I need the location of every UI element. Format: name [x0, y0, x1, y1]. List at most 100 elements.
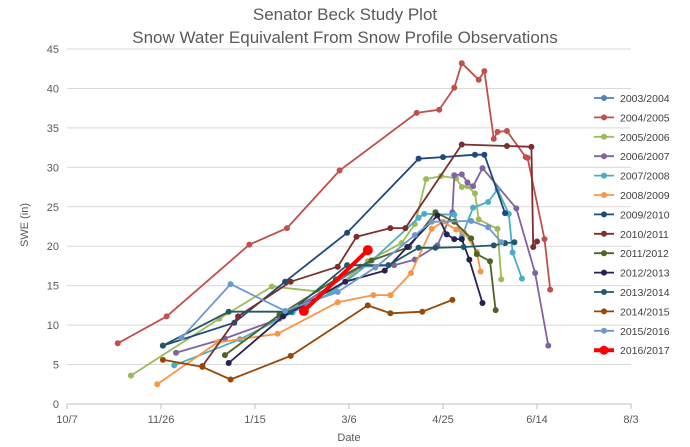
data-point	[530, 244, 537, 251]
data-point	[458, 171, 465, 178]
data-point	[227, 376, 234, 383]
legend-item: 2012/2013	[594, 268, 670, 280]
data-point	[421, 210, 428, 217]
data-point	[372, 264, 379, 271]
data-point	[524, 154, 531, 161]
axes: 0 5 10 15 20 25 30 35 40 45 10/7 11/26 1/15 3/6 4/25 6/…	[47, 44, 639, 426]
legend-item: 2016/2017	[594, 345, 670, 357]
data-point	[468, 235, 475, 242]
data-point	[370, 292, 377, 299]
data-point	[282, 307, 289, 314]
y-axis-title: SWE (in)	[19, 203, 31, 247]
series-2014-2015	[159, 296, 456, 383]
series-2009-2010	[159, 151, 509, 349]
data-point	[423, 176, 430, 183]
x-tick-label: 11/26	[148, 414, 175, 426]
series-2013-2014	[159, 239, 518, 349]
legend-item: 2015/2016	[594, 326, 670, 338]
data-point	[287, 278, 294, 285]
chart-subtitle: Snow Water Equivalent From Snow Profile …	[132, 28, 558, 47]
data-point	[485, 224, 492, 231]
data-point	[547, 286, 554, 293]
data-point	[268, 283, 275, 290]
data-point	[364, 302, 371, 309]
data-point	[159, 356, 166, 363]
data-point	[451, 211, 458, 218]
y-tick-label: 40	[47, 83, 59, 95]
data-point	[353, 233, 360, 240]
data-point	[468, 217, 475, 224]
legend-label: 2011/2012	[620, 248, 669, 260]
legend-label: 2010/2011	[620, 229, 669, 241]
series-lines	[114, 60, 554, 388]
data-point	[460, 244, 467, 251]
series-line	[130, 175, 503, 377]
chart-title: Senator Beck Study Plot	[252, 5, 438, 24]
x-tick-label: 6/14	[526, 414, 547, 426]
legend-item: 2009/2010	[594, 209, 670, 221]
x-tick-label: 10/7	[56, 414, 77, 426]
legend-swatch-marker	[601, 269, 607, 276]
data-point	[485, 199, 492, 206]
legend-label: 2006/2007	[620, 151, 670, 163]
data-point	[280, 313, 287, 320]
legend-swatch-marker	[601, 250, 607, 257]
y-tick-label: 45	[47, 44, 59, 56]
data-point	[458, 60, 465, 67]
data-point	[479, 300, 486, 307]
data-point	[336, 167, 343, 174]
y-tick-label: 15	[47, 281, 59, 293]
legend-item: 2011/2012	[594, 248, 669, 260]
legend-swatch-marker	[601, 192, 607, 198]
data-point	[159, 342, 166, 349]
data-point	[509, 249, 516, 256]
data-point	[464, 179, 471, 186]
data-point	[154, 381, 161, 388]
legend-swatch-marker	[601, 133, 607, 140]
data-point	[470, 204, 477, 211]
legend-swatch-marker	[601, 211, 607, 218]
data-point	[451, 236, 458, 243]
data-point	[178, 334, 185, 341]
data-point	[494, 225, 501, 232]
data-point	[171, 362, 178, 369]
data-point	[221, 352, 228, 359]
data-point	[511, 239, 518, 246]
legend-swatch-marker	[601, 327, 607, 334]
legend-swatch-marker	[601, 308, 607, 315]
x-tick-label: 8/3	[623, 414, 638, 426]
x-tick-label: 1/15	[244, 414, 265, 426]
data-point	[385, 262, 392, 269]
y-tick-label: 5	[53, 360, 59, 372]
data-point	[532, 270, 539, 277]
legend-item: 2004/2005	[594, 112, 670, 124]
legend-swatch-marker	[601, 153, 607, 160]
data-point	[502, 210, 509, 217]
data-point	[503, 143, 510, 150]
data-point	[434, 212, 441, 219]
data-point	[473, 251, 480, 258]
data-point	[415, 214, 422, 221]
gridlines	[67, 48, 631, 405]
x-tick-label: 4/25	[432, 414, 453, 426]
series-2005-2006	[127, 173, 505, 379]
data-point	[114, 340, 121, 347]
data-point	[479, 165, 486, 172]
data-point	[402, 225, 409, 232]
data-point	[481, 151, 488, 158]
series-2007-2008	[171, 186, 525, 369]
data-point	[127, 372, 134, 379]
data-point	[481, 68, 488, 75]
y-tick-label: 35	[47, 123, 59, 135]
legend-label: 2004/2005	[620, 112, 670, 124]
legend-item: 2008/2009	[594, 190, 670, 202]
data-point	[287, 352, 294, 359]
y-tick-label: 30	[47, 162, 59, 174]
data-point	[475, 216, 482, 223]
data-point	[458, 236, 465, 243]
data-point	[381, 267, 388, 274]
data-point	[487, 258, 493, 265]
legend-label: 2008/2009	[620, 190, 670, 202]
legend-item: 2013/2014	[594, 287, 670, 299]
data-point	[334, 263, 341, 270]
